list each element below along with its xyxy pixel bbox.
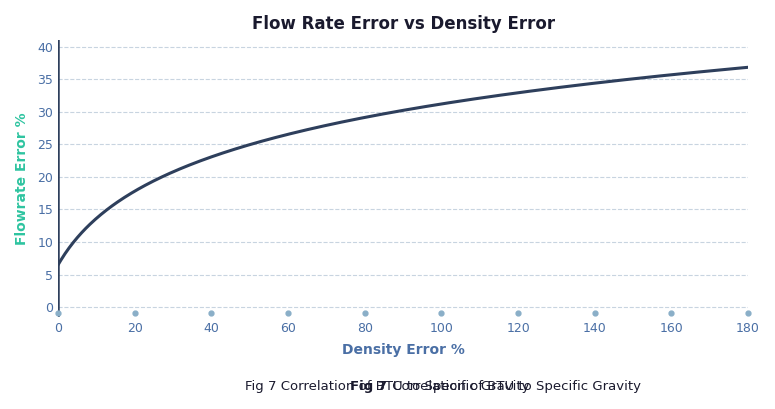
Y-axis label: Flowrate Error %: Flowrate Error % <box>15 112 29 245</box>
Text: Fig 7 Correlation of BTU to Specific Gravity: Fig 7 Correlation of BTU to Specific Gra… <box>245 380 530 393</box>
Text: Correlation of BTU to Specific Gravity: Correlation of BTU to Specific Gravity <box>388 380 640 393</box>
Text: Fig 7: Fig 7 <box>350 380 388 393</box>
Title: Flow Rate Error vs Density Error: Flow Rate Error vs Density Error <box>252 15 555 33</box>
X-axis label: Density Error %: Density Error % <box>342 343 464 357</box>
